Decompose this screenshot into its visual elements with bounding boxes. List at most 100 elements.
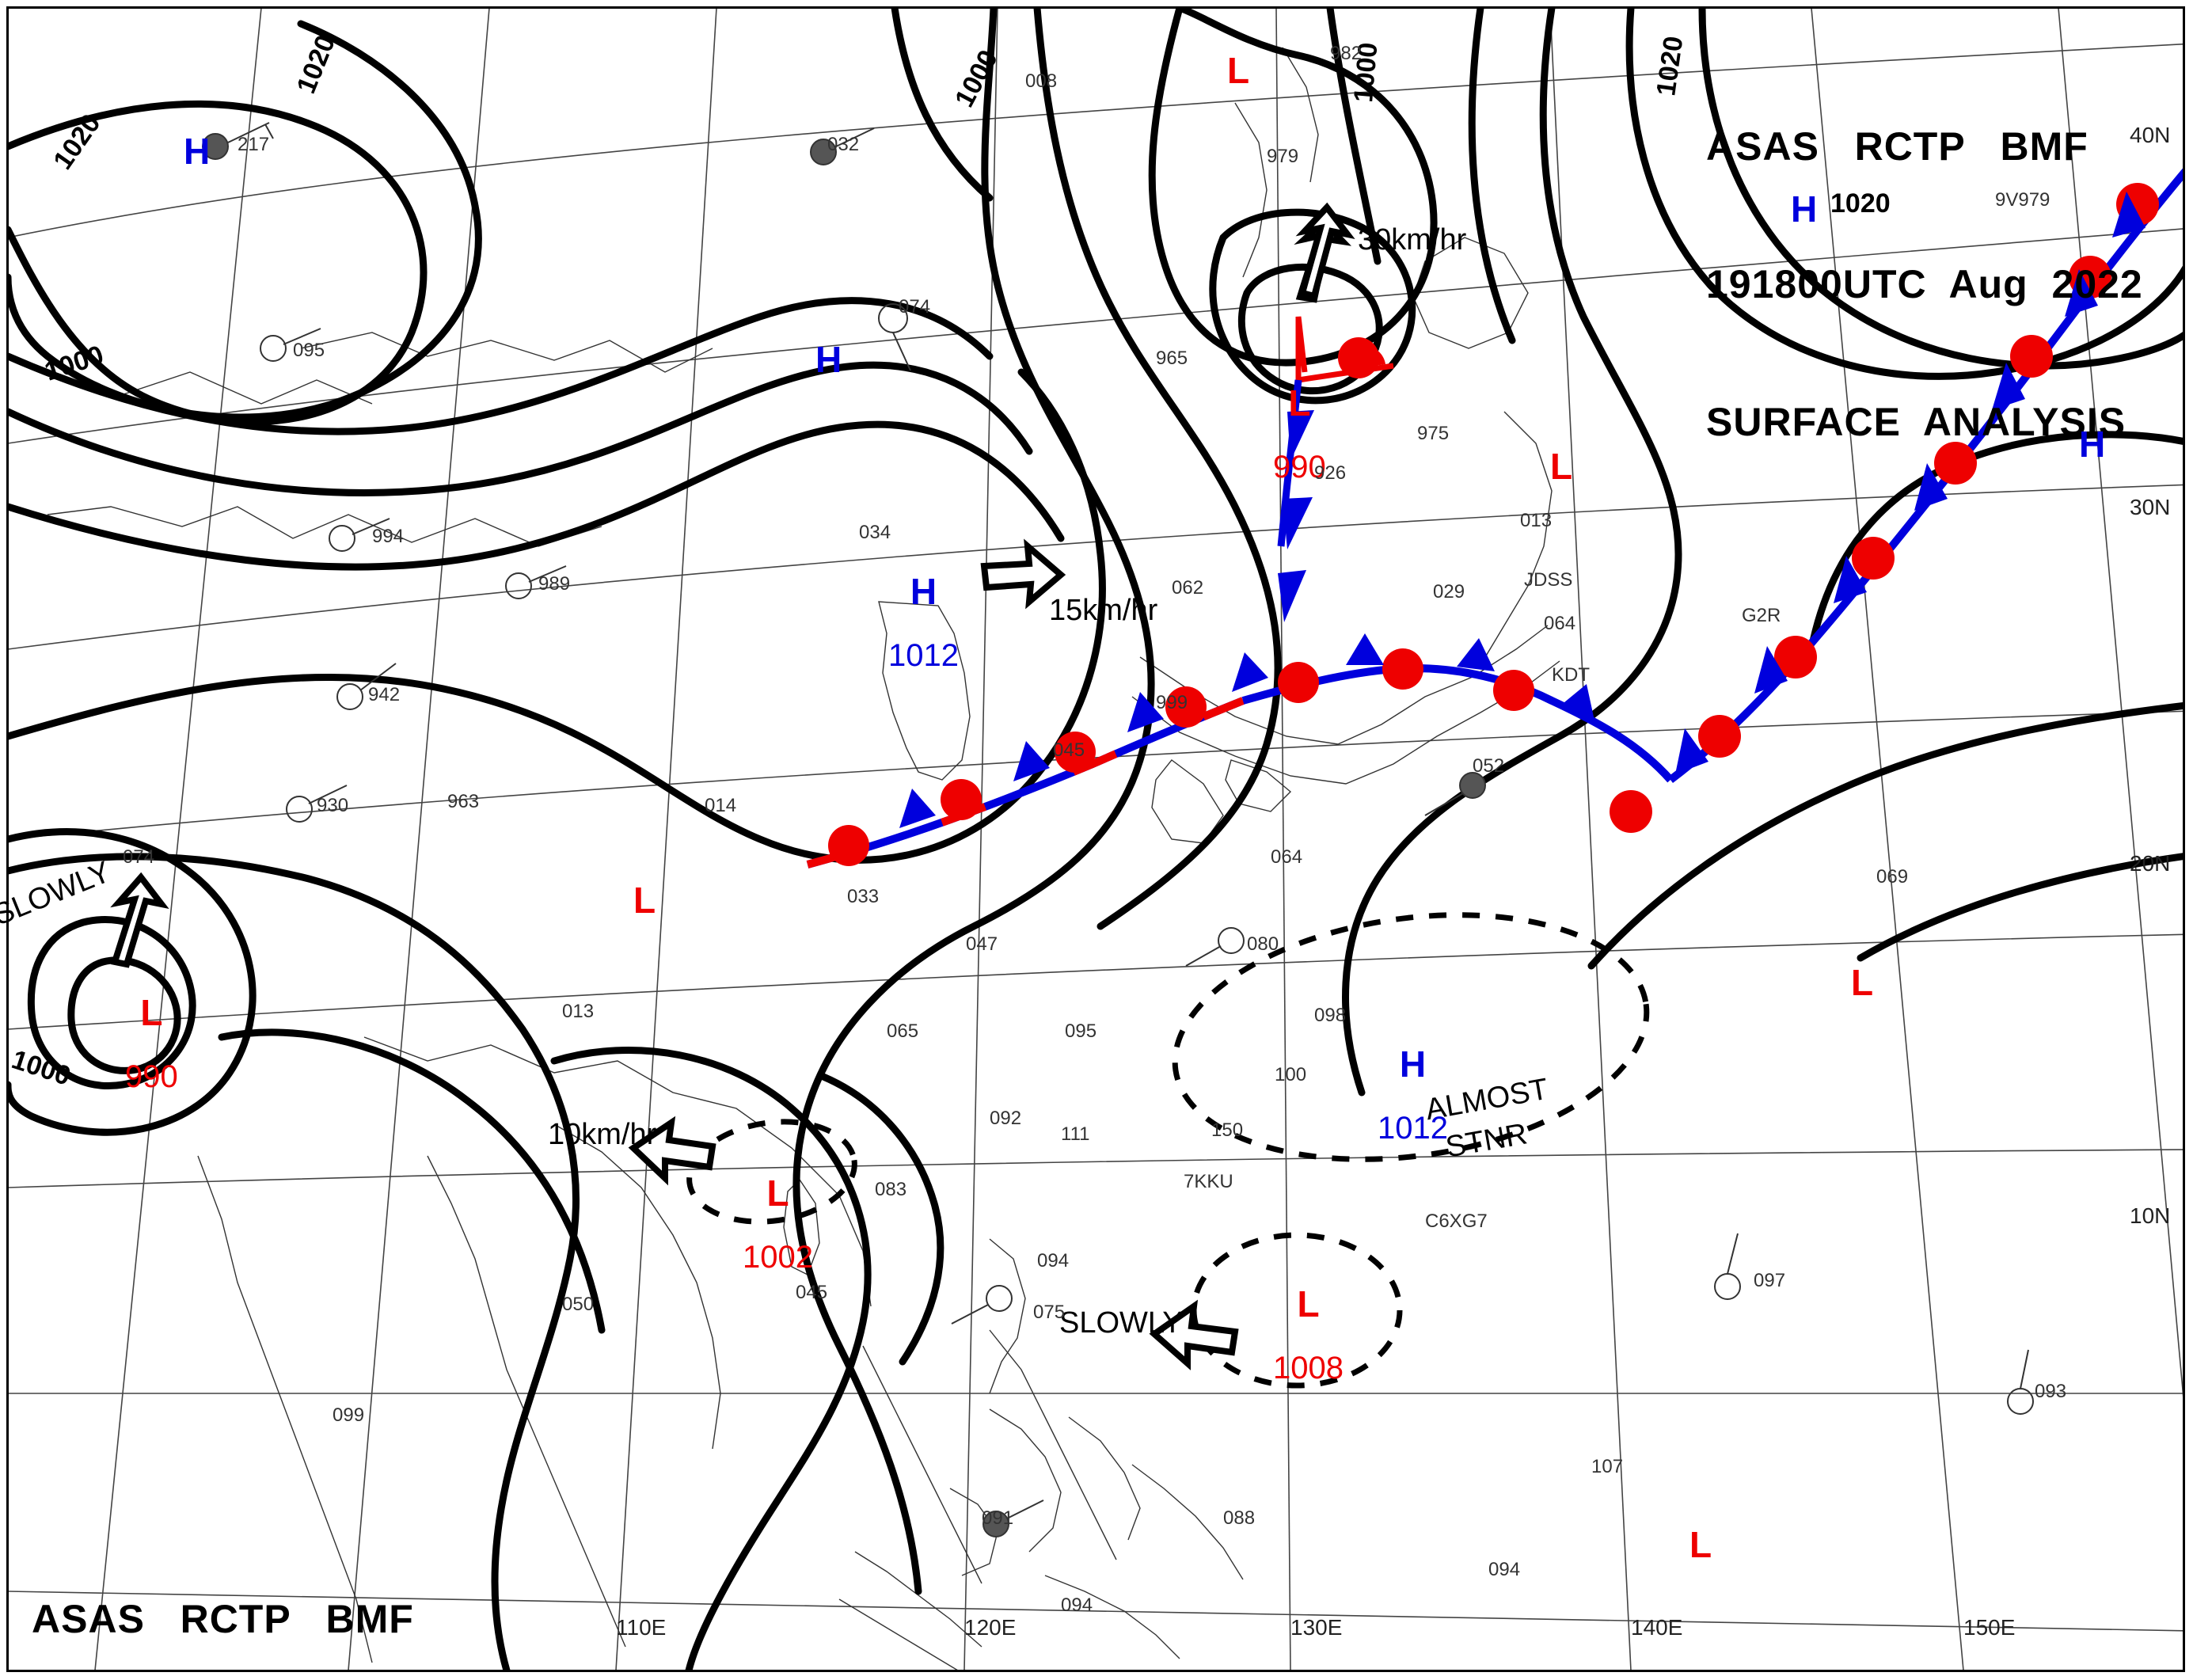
front-main-northeast: [1610, 167, 2183, 833]
station-plot: 083: [875, 1179, 907, 1200]
station-plot: 982: [1330, 43, 1363, 64]
high-center-6: H 1012: [1378, 1017, 1448, 1174]
longitude-label-150E: 150E: [1963, 1615, 2016, 1640]
title-line-2: 191800UTC Aug 2022: [1706, 262, 2143, 306]
station-plot: 008: [1025, 70, 1058, 92]
low-center-1002: L 1002: [743, 1146, 813, 1303]
low-marker-3: L: [633, 853, 656, 947]
station-plot: 975: [1417, 423, 1450, 444]
station-plot: 107: [1591, 1456, 1624, 1477]
low-symbol: L: [1227, 50, 1250, 91]
station-plot: 097: [1754, 1270, 1786, 1291]
station-plot: 217: [238, 134, 270, 155]
station-plot: 994: [372, 526, 405, 547]
motion-30kmhr: 30km/hr: [1358, 223, 1467, 257]
high-symbol: H: [2079, 424, 2106, 465]
station-plot: 032: [827, 134, 860, 155]
station-plot: 094: [1061, 1594, 1093, 1616]
station-plot: 062: [1172, 577, 1204, 599]
longitude-label-110E: 110E: [616, 1615, 667, 1640]
station-plot: 029: [1433, 581, 1465, 602]
front-main-west: [806, 652, 1268, 869]
station-plot: 095: [1065, 1021, 1097, 1042]
station-plot: 075: [1033, 1302, 1066, 1323]
front-typhoon: [1277, 316, 1394, 622]
station-plot: 099: [333, 1404, 365, 1426]
station-plot: JDSS: [1524, 569, 1573, 591]
isobars: [8, 8, 2183, 1670]
station-plot: 111: [1061, 1123, 1090, 1145]
station-plot: 7KKU: [1184, 1171, 1233, 1192]
longitude-label-130E: 130E: [1290, 1615, 1343, 1640]
high-symbol: H: [815, 339, 842, 380]
station-plot: 942: [368, 684, 401, 705]
low-value: 1008: [1273, 1351, 1344, 1385]
title-bottom-left: ASAS RCTP BMF 191800UTC Aug 2022 SURFACE…: [32, 1504, 469, 1680]
station-plot: 093: [2035, 1381, 2067, 1402]
station-plot: G2R: [1742, 605, 1781, 626]
latitude-label-40N: 40N: [2130, 123, 2171, 147]
station-plot: 047: [966, 933, 998, 955]
high-symbol: H: [1791, 188, 1818, 230]
longitude-label-140E: 140E: [1631, 1615, 1683, 1640]
station-plot: 963: [447, 791, 480, 812]
station-plot: 930: [317, 795, 349, 816]
high-symbol: H: [1399, 1043, 1427, 1085]
low-center-990-typhoon: L 990: [1273, 356, 1326, 513]
low-symbol: L: [1851, 962, 1874, 1003]
high-symbol: H: [184, 131, 211, 172]
station-plot: 088: [1223, 1507, 1256, 1529]
station-plot: 098: [1314, 1005, 1347, 1026]
low-marker-2: L: [1550, 420, 1572, 513]
low-value: 1002: [743, 1240, 813, 1275]
station-plot: 045: [796, 1282, 828, 1303]
front-main-japan: [1241, 633, 1674, 783]
station-plot: 926: [1314, 462, 1347, 484]
low-symbol: L: [1288, 382, 1311, 424]
station-plot: 965: [1156, 348, 1188, 369]
motion-15kmhr: 15km/hr: [1049, 594, 1158, 627]
title-line-1: ASAS RCTP BMF: [32, 1597, 414, 1641]
station-plot: 150: [1211, 1119, 1244, 1141]
station-plot: 034: [859, 522, 891, 543]
station-plot: 080: [1247, 933, 1279, 955]
title-line-1: ASAS RCTP BMF: [1706, 124, 2088, 169]
motion-slowly-low1008: SLOWLY: [1059, 1306, 1183, 1340]
station-plot: 094: [1037, 1250, 1070, 1271]
station-plot: 045: [1053, 739, 1085, 761]
station-plot: 064: [1544, 613, 1576, 634]
station-plot: 094: [1488, 1559, 1521, 1580]
station-plot: 033: [847, 886, 880, 907]
longitude-label-120E: 120E: [964, 1615, 1017, 1640]
high-center-5: H: [2079, 397, 2105, 519]
station-plot: 074: [899, 296, 931, 317]
high-center-2: H: [815, 313, 842, 435]
high-value: 1012: [1378, 1111, 1448, 1146]
station-plot: 064: [1271, 846, 1303, 868]
low-value: 990: [125, 1059, 178, 1094]
station-wind-barbs: [202, 122, 2034, 1537]
station-plot: 065: [887, 1021, 919, 1042]
station-plot: 091: [982, 1507, 1014, 1529]
station-plot: 014: [705, 795, 737, 816]
title-line-3: SURFACE ANALYSIS: [1706, 400, 2126, 444]
low-symbol: L: [1550, 446, 1573, 487]
low-value: 990: [1273, 450, 1326, 485]
latitude-label-30N: 30N: [2130, 495, 2171, 519]
low-marker-4: L: [1851, 936, 1873, 1029]
motion-10kmhr: 10km/hr: [548, 1118, 657, 1151]
station-plot: 069: [1876, 866, 1909, 888]
station-plot: C6XG7: [1425, 1211, 1488, 1232]
latitude-label-10N: 10N: [2130, 1203, 2171, 1228]
motion-arrows: [110, 202, 1355, 1370]
station-plot: 013: [562, 1001, 595, 1022]
high-symbol: H: [910, 571, 937, 612]
station-plot: 013: [1520, 510, 1553, 531]
low-symbol: L: [140, 992, 163, 1033]
high-center-3: H 1012: [888, 545, 959, 701]
high-value: 1012: [888, 638, 959, 673]
station-plot: 074: [123, 846, 155, 868]
station-plot: 100: [1275, 1064, 1307, 1085]
low-symbol: L: [1297, 1283, 1320, 1325]
